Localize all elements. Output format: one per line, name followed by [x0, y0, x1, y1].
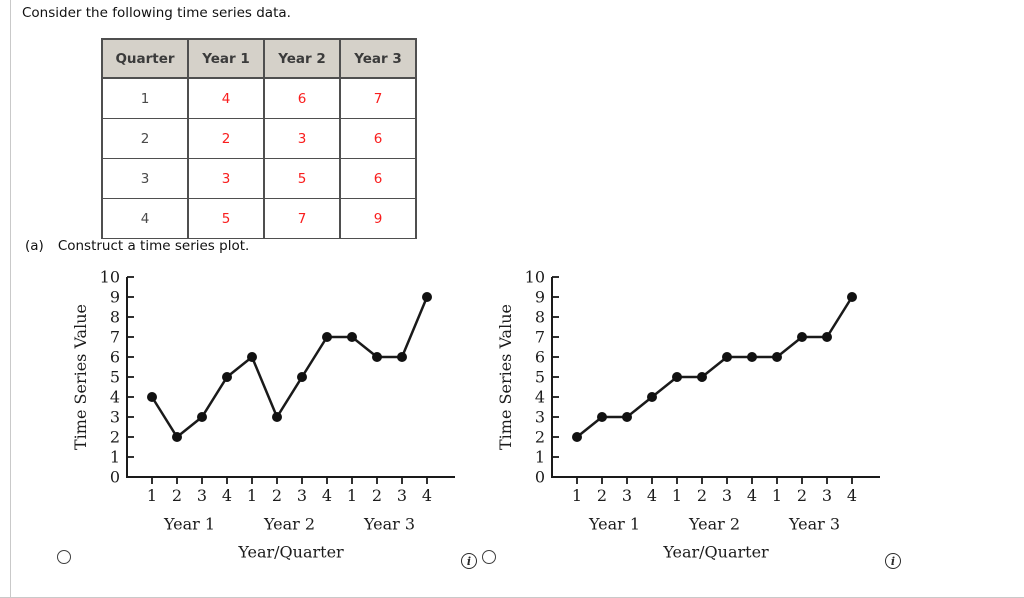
svg-text:Year/Quarter: Year/Quarter [237, 543, 344, 562]
part-a-label: (a) [25, 238, 44, 254]
svg-text:4: 4 [847, 486, 857, 505]
svg-text:2: 2 [272, 486, 282, 505]
value-cell: 5 [187, 198, 265, 239]
svg-text:1: 1 [347, 486, 357, 505]
svg-text:Year 2: Year 2 [263, 515, 315, 534]
page-left-border [10, 0, 11, 597]
table-header-row: Quarter Year 1 Year 2 Year 3 [101, 38, 417, 79]
svg-text:Year/Quarter: Year/Quarter [662, 543, 769, 562]
value-cell: 7 [339, 77, 417, 119]
value-cell: 6 [263, 77, 341, 119]
quarter-cell: 4 [101, 198, 189, 239]
svg-text:1: 1 [572, 486, 582, 505]
svg-text:10: 10 [525, 268, 545, 287]
svg-text:3: 3 [722, 486, 732, 505]
svg-text:Year 3: Year 3 [788, 515, 840, 534]
svg-text:10: 10 [100, 268, 120, 287]
svg-text:9: 9 [110, 288, 120, 307]
column-header: Year 3 [339, 38, 417, 79]
svg-text:7: 7 [535, 328, 545, 347]
svg-text:5: 5 [535, 368, 545, 387]
value-cell: 3 [187, 158, 265, 199]
svg-text:2: 2 [797, 486, 807, 505]
svg-text:Year 2: Year 2 [688, 515, 740, 534]
option-2-radio[interactable] [482, 550, 496, 564]
svg-text:4: 4 [222, 486, 232, 505]
svg-text:3: 3 [535, 408, 545, 427]
svg-text:7: 7 [110, 328, 120, 347]
part-a-prompt: (a) Construct a time series plot. [25, 238, 249, 254]
value-cell: 9 [339, 198, 417, 239]
svg-text:4: 4 [535, 388, 545, 407]
svg-text:3: 3 [822, 486, 832, 505]
svg-text:Time Series Value: Time Series Value [71, 304, 90, 450]
svg-text:2: 2 [172, 486, 182, 505]
question-title: Consider the following time series data. [22, 5, 291, 21]
svg-text:1: 1 [772, 486, 782, 505]
svg-text:Time Series Value: Time Series Value [496, 304, 515, 450]
svg-text:2: 2 [535, 428, 545, 447]
svg-text:9: 9 [535, 288, 545, 307]
svg-text:8: 8 [535, 308, 545, 327]
svg-text:Year 1: Year 1 [588, 515, 640, 534]
value-cell: 5 [263, 158, 341, 199]
option-2-info-icon[interactable]: i [885, 553, 901, 569]
value-cell: 6 [339, 118, 417, 159]
svg-text:3: 3 [110, 408, 120, 427]
svg-text:1: 1 [535, 448, 545, 467]
svg-text:1: 1 [147, 486, 157, 505]
value-cell: 7 [263, 198, 341, 239]
svg-text:Year 1: Year 1 [163, 515, 215, 534]
svg-text:2: 2 [697, 486, 707, 505]
svg-text:3: 3 [622, 486, 632, 505]
value-cell: 4 [187, 77, 265, 119]
svg-text:1: 1 [110, 448, 120, 467]
svg-text:4: 4 [747, 486, 757, 505]
svg-text:4: 4 [422, 486, 432, 505]
svg-text:4: 4 [110, 388, 120, 407]
svg-text:2: 2 [372, 486, 382, 505]
svg-text:1: 1 [247, 486, 257, 505]
option-1-info-icon[interactable]: i [461, 553, 477, 569]
svg-text:4: 4 [647, 486, 657, 505]
info-icon-glyph: i [466, 554, 472, 568]
part-a-text: Construct a time series plot. [57, 238, 250, 254]
svg-text:1: 1 [672, 486, 682, 505]
svg-text:8: 8 [110, 308, 120, 327]
svg-text:3: 3 [297, 486, 307, 505]
value-cell: 2 [187, 118, 265, 159]
svg-text:6: 6 [535, 348, 545, 367]
svg-text:0: 0 [535, 468, 545, 487]
info-icon-glyph: i [890, 554, 896, 568]
column-header: Year 2 [263, 38, 341, 79]
value-cell: 3 [263, 118, 341, 159]
column-header: Year 1 [187, 38, 265, 79]
svg-text:3: 3 [197, 486, 207, 505]
svg-text:4: 4 [322, 486, 332, 505]
svg-text:6: 6 [110, 348, 120, 367]
option-1-radio[interactable] [57, 550, 71, 564]
svg-text:5: 5 [110, 368, 120, 387]
svg-text:2: 2 [110, 428, 120, 447]
quarter-cell: 2 [101, 118, 189, 159]
column-header: Quarter [101, 38, 189, 79]
svg-text:3: 3 [397, 486, 407, 505]
svg-text:Year 3: Year 3 [363, 515, 415, 534]
svg-text:2: 2 [597, 486, 607, 505]
quarter-cell: 1 [101, 77, 189, 119]
svg-text:0: 0 [110, 468, 120, 487]
quarter-cell: 3 [101, 158, 189, 199]
value-cell: 6 [339, 158, 417, 199]
